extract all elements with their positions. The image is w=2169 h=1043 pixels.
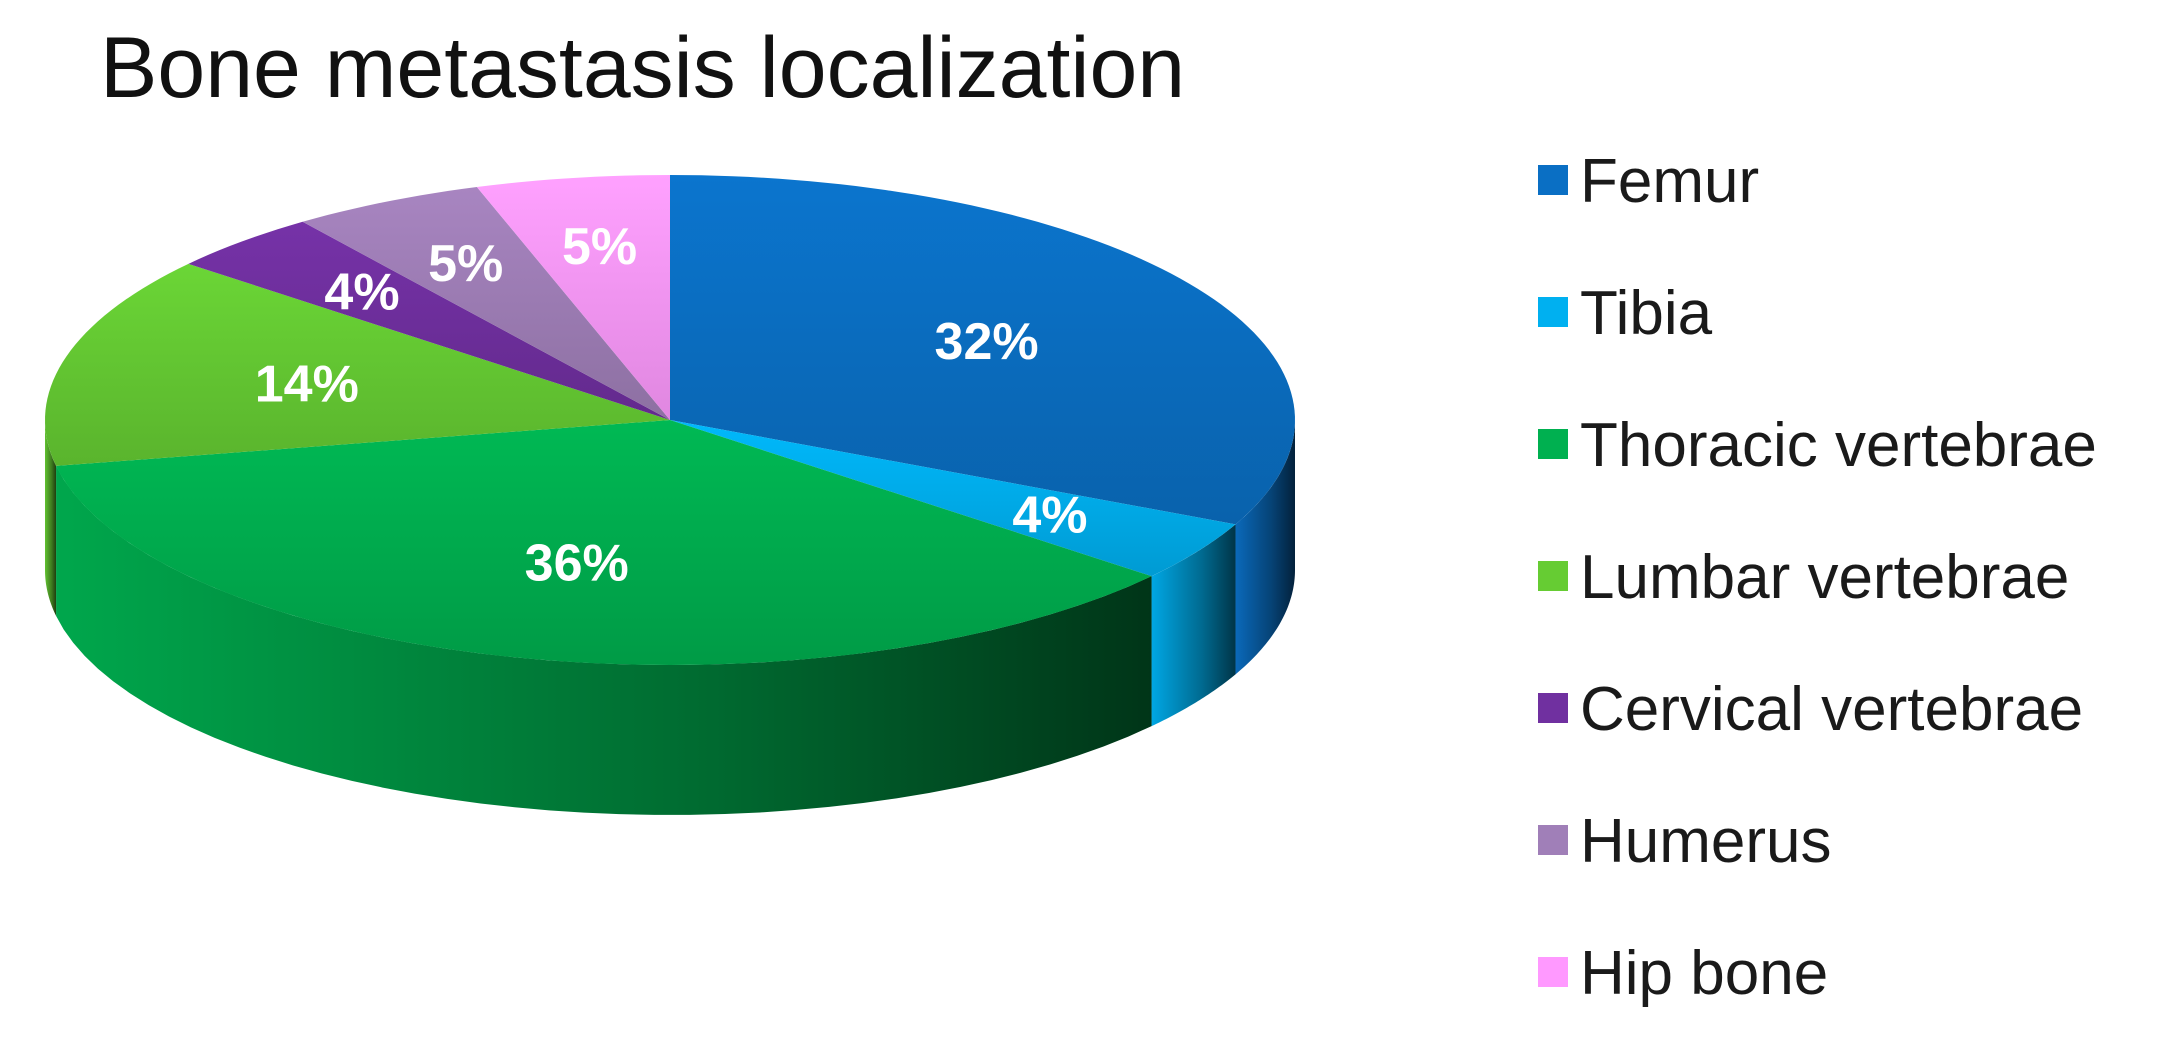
pie-side-femur	[1235, 420, 1295, 675]
legend: Femur Tibia Thoracic vertebrae Lumbar verte…	[1538, 147, 2097, 1008]
chart-title: Bone metastasis localization	[100, 20, 1185, 116]
data-label-femur: 32%	[935, 313, 1039, 371]
pie-slice-lumbar-vertebrae	[45, 263, 671, 466]
legend-swatch-lumbar-vertebrae	[1538, 561, 1568, 591]
data-label-tibia: 4%	[1012, 487, 1087, 545]
legend-label-tibia: Tibia	[1580, 279, 1713, 348]
pie-slice-cervical-vertebrae	[188, 221, 670, 420]
pie-slice-hip-bone	[476, 175, 670, 420]
legend-label-humerus: Humerus	[1580, 807, 1832, 876]
pie-slice-thoracic-vertebrae	[56, 420, 1152, 665]
data-label-lumbar-vertebrae: 14%	[255, 355, 359, 413]
legend-label-lumbar-vertebrae: Lumbar vertebrae	[1580, 543, 2069, 612]
pie-sides	[45, 420, 1295, 815]
legend-swatch-cervical-vertebrae	[1538, 693, 1568, 723]
legend-swatch-humerus	[1538, 825, 1568, 855]
pie-slice-femur	[670, 175, 1295, 525]
data-label-cervical-vertebrae: 4%	[324, 263, 399, 321]
legend-label-hip-bone: Hip bone	[1580, 939, 1828, 1008]
pie-side-tibia	[1151, 524, 1236, 727]
pie-side-thoracic-vertebrae	[56, 465, 1152, 815]
legend-label-cervical-vertebrae: Cervical vertebrae	[1580, 675, 2083, 744]
legend-swatch-femur	[1538, 165, 1568, 195]
legend-label-thoracic-vertebrae: Thoracic vertebrae	[1580, 411, 2097, 480]
data-label-humerus: 5%	[428, 235, 503, 293]
pie-slice-tibia	[670, 420, 1236, 577]
pie-top	[45, 175, 1295, 665]
legend-swatch-hip-bone	[1538, 957, 1568, 987]
data-label-hip-bone: 5%	[562, 218, 637, 276]
pie-data-labels: 32% 4% 36% 14% 4% 5% 5%	[255, 218, 1088, 593]
pie-side-lumbar-vertebrae	[45, 420, 57, 616]
pie-slice-humerus	[302, 186, 670, 420]
legend-swatch-thoracic-vertebrae	[1538, 429, 1568, 459]
legend-label-femur: Femur	[1580, 147, 1759, 216]
legend-swatch-tibia	[1538, 297, 1568, 327]
data-label-thoracic-vertebrae: 36%	[525, 534, 629, 592]
